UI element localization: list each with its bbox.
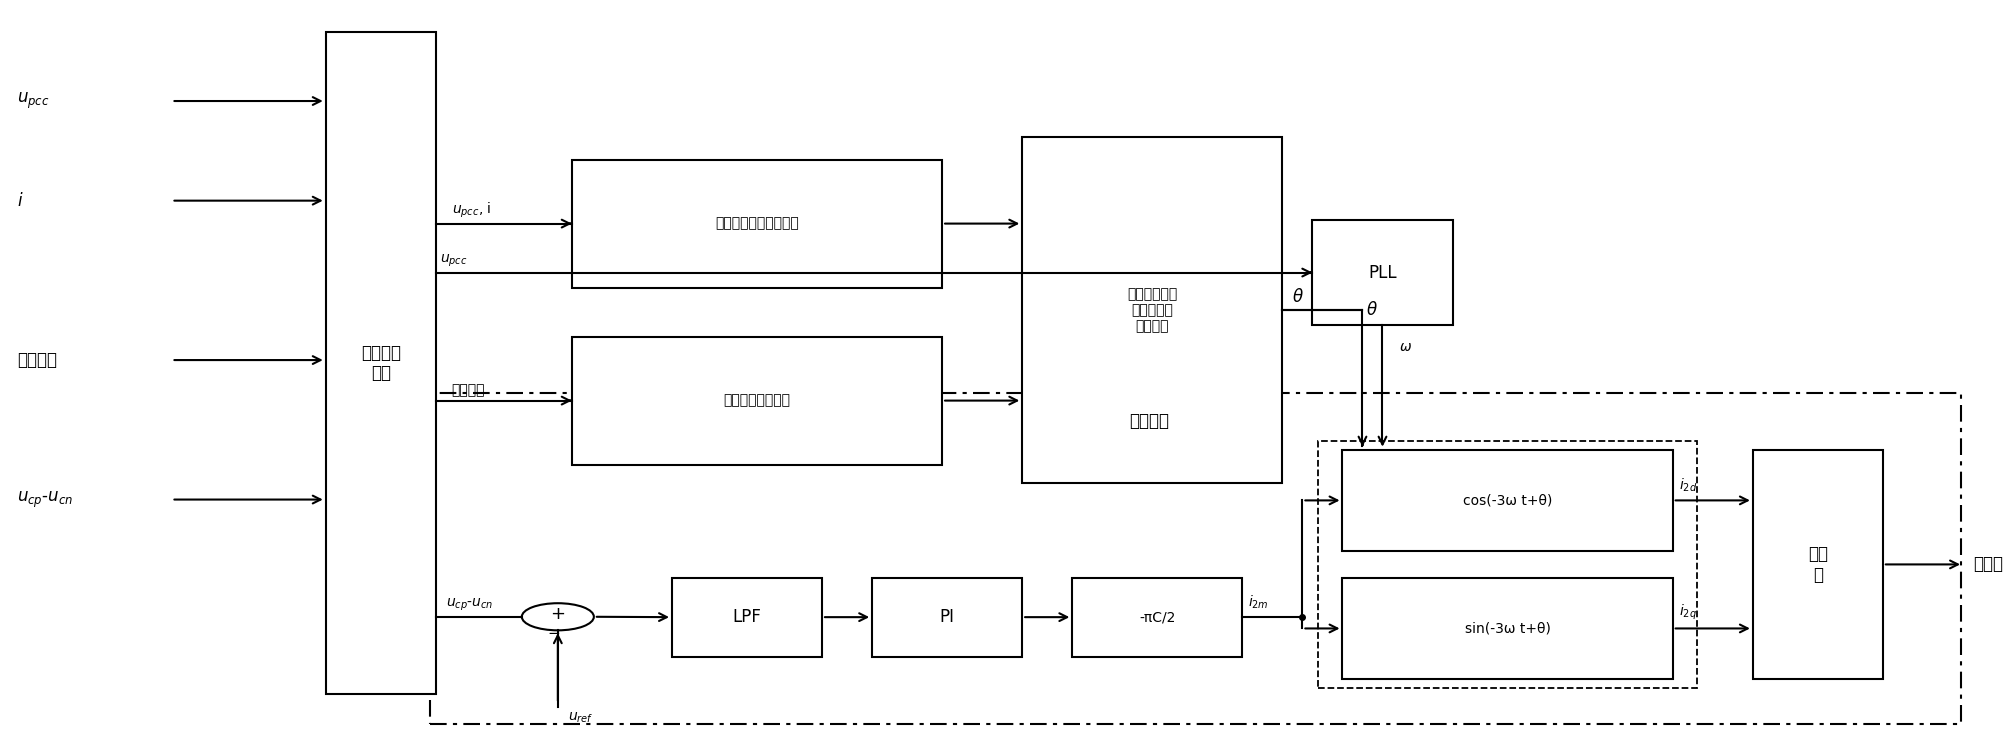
Bar <box>1343 578 1673 680</box>
Text: 数据采集
单元: 数据采集 单元 <box>360 343 400 383</box>
Bar <box>571 336 941 465</box>
Bar <box>1319 441 1697 688</box>
Text: 电流
环: 电流 环 <box>1808 545 1828 584</box>
Text: $i$: $i$ <box>18 192 24 209</box>
Text: 调制方式: 调制方式 <box>18 351 58 369</box>
Text: $i_{2d}$: $i_{2d}$ <box>1679 477 1697 494</box>
Text: $\omega$: $\omega$ <box>1398 340 1412 355</box>
Bar <box>672 578 822 657</box>
Bar <box>873 578 1022 657</box>
Text: $u_{cp}$-$u_{cn}$: $u_{cp}$-$u_{cn}$ <box>446 596 493 613</box>
Bar <box>1343 450 1673 551</box>
Text: $u_{ref}$: $u_{ref}$ <box>567 711 593 725</box>
Text: $\theta$: $\theta$ <box>1293 289 1305 306</box>
Text: 控制单元: 控制单元 <box>1130 412 1170 430</box>
Text: sin(-3ω t+θ): sin(-3ω t+θ) <box>1464 621 1550 636</box>
Text: 功率因数计算监测单元: 功率因数计算监测单元 <box>716 216 798 231</box>
Text: $\theta$: $\theta$ <box>1367 301 1378 319</box>
Text: 调制方式监测单元: 调制方式监测单元 <box>724 394 790 407</box>
Text: $i_{2m}$: $i_{2m}$ <box>1249 593 1269 611</box>
Text: +: + <box>551 605 565 623</box>
Bar <box>571 160 941 287</box>
Bar <box>326 32 436 694</box>
Text: $u_{pcc}$: $u_{pcc}$ <box>440 253 467 269</box>
Text: −: − <box>547 626 561 641</box>
Text: LPF: LPF <box>732 608 762 626</box>
Text: 调制方式: 调制方式 <box>452 383 485 397</box>
Bar <box>1754 450 1882 680</box>
Text: PLL: PLL <box>1367 264 1398 281</box>
Text: PI: PI <box>939 608 955 626</box>
Text: $u_{pcc}$, i: $u_{pcc}$, i <box>452 200 491 220</box>
Text: cos(-3ω t+θ): cos(-3ω t+θ) <box>1462 494 1552 507</box>
Text: $u_{pcc}$: $u_{pcc}$ <box>18 91 50 111</box>
Text: $u_{cp}$-$u_{cn}$: $u_{cp}$-$u_{cn}$ <box>18 489 74 510</box>
Bar <box>1072 578 1243 657</box>
Bar <box>430 393 1961 724</box>
Text: 注入二次谐波
电流初相角
计算单元: 注入二次谐波 电流初相角 计算单元 <box>1128 287 1176 333</box>
Text: $i_{2q}$: $i_{2q}$ <box>1679 603 1697 622</box>
Text: 调制波: 调制波 <box>1973 556 2003 573</box>
Bar <box>1022 137 1283 483</box>
Text: -πC/2: -πC/2 <box>1138 610 1176 624</box>
Bar <box>1313 220 1452 325</box>
